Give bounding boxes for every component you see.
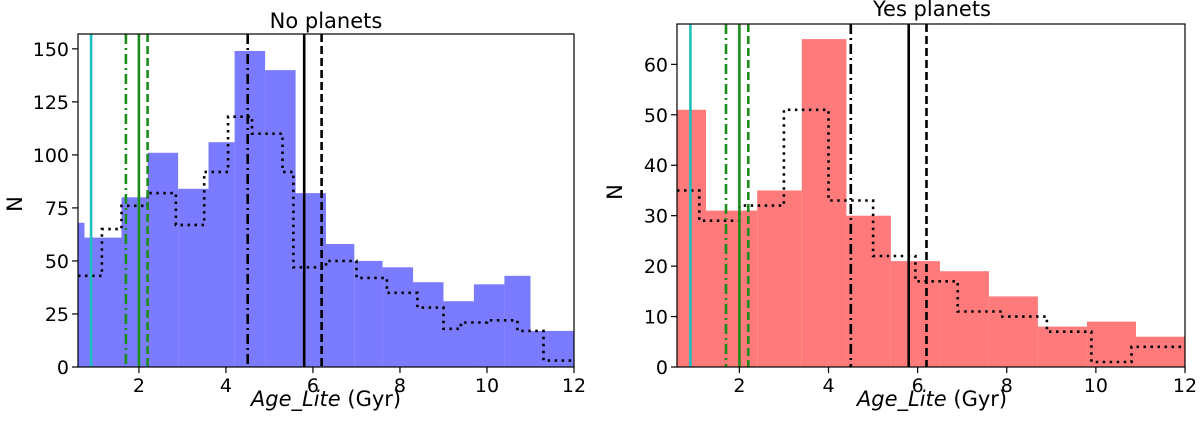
bar-3 [147,152,179,367]
y-tick-label-1: 10 [644,307,668,329]
bar-12 [413,282,444,367]
y-tick-label-4: 40 [644,155,668,177]
bar-10 [1136,336,1185,367]
y-tick-label-3: 75 [45,198,69,220]
x-axis-label-unit: (Gyr) [953,387,1007,411]
y-tick-label-5: 125 [33,92,69,114]
y-tick-label-2: 50 [45,251,69,273]
reference-lines [89,34,323,367]
x-tick-label-0: 2 [733,375,745,397]
x-tick-label-3: 8 [394,375,406,397]
x-tick-label-4: 10 [1084,375,1108,397]
x-tick-label-5: 12 [1173,375,1197,397]
y-tick-label-3: 30 [644,206,668,228]
x-tick-label-0: 2 [133,375,145,397]
y-tick-label-0: 0 [57,357,69,379]
bar-4 [178,188,209,367]
x-tick-label-5: 12 [562,375,586,397]
bar-series [78,51,574,367]
y-tick-label-0: 0 [656,357,668,379]
x-tick-label-3: 8 [1001,375,1013,397]
bar-7 [265,70,296,367]
bar-0 [78,222,85,367]
bar-6 [939,271,989,367]
bar-3 [801,39,847,367]
x-axis-label-name: Age_Lite [855,387,947,412]
y-axis-ticks: 0 25 50 75 100 125 150 [33,39,78,379]
x-tick-label-2: 6 [307,375,319,397]
reference-lines [689,24,928,367]
bar-6 [234,51,266,367]
y-axis-label: N [3,196,27,212]
x-axis-ticks: 2 4 6 8 10 12 [133,367,586,397]
y-tick-label-6: 150 [33,39,69,61]
bar-9 [1087,321,1136,367]
bar-9 [326,244,355,367]
x-tick-label-1: 4 [220,375,232,397]
bar-8 [1037,326,1087,367]
x-tick-label-2: 6 [912,375,924,397]
x-axis-label: Age_Lite (Gyr) [855,387,1007,412]
bar-7 [988,296,1038,367]
bar-16 [530,330,548,367]
x-axis-label: Age_Lite (Gyr) [249,387,401,412]
bar-series [677,39,1185,368]
chart-title: Yes planets [872,0,991,21]
bar-11 [382,267,414,367]
y-tick-label-1: 25 [45,304,69,326]
bar-2 [757,190,802,367]
chart-title: No planets [270,9,383,33]
x-axis-label-unit: (Gyr) [347,387,401,411]
x-axis-label-name: Age_Lite [249,387,341,412]
y-tick-label-4: 100 [33,145,69,167]
chart-panel-no-planets: No planets N Age_Lite (Gyr) 2 4 6 8 10 12 0 25… [3,9,586,412]
y-tick-label-2: 20 [644,256,668,278]
bar-14 [473,284,505,367]
x-tick-label-4: 10 [475,375,499,397]
bar-5 [208,142,235,367]
plot-frame [77,33,575,368]
y-tick-label-5: 50 [644,105,668,127]
chart-panel-yes-planets: Yes planets N Age_Lite (Gyr) 2 4 6 8 10 12 0 1… [603,0,1197,412]
y-tick-label-6: 60 [644,54,668,76]
y-axis-label: N [603,184,627,200]
y-axis-ticks: 0 10 20 30 40 50 60 [644,54,677,379]
x-axis-ticks: 2 4 6 8 10 12 [733,367,1197,397]
plot-frame [676,23,1186,368]
bar-4 [846,215,891,367]
bar-13 [443,301,474,367]
x-tick-label-1: 4 [822,375,834,397]
